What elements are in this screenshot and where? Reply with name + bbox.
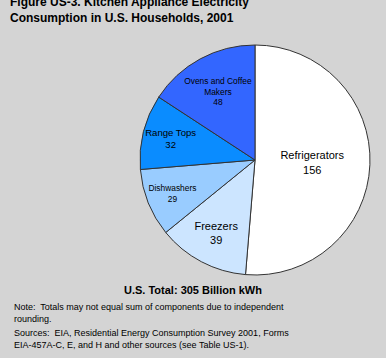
svg-text:Refrigerators156: Refrigerators156 (280, 149, 344, 175)
svg-text:Figure US-3. Kitchen Appliance: Figure US-3. Kitchen Appliance Electrici… (10, 0, 249, 25)
svg-text:Freezers39: Freezers39 (194, 220, 238, 246)
svg-text:Sources: EIA, Residential Ene: Sources: EIA, Residential Energy Consump… (14, 328, 289, 350)
svg-text:U.S. Total: 305 Billion kWh: U.S. Total: 305 Billion kWh (124, 284, 262, 296)
svg-text:Dishwashers29: Dishwashers29 (148, 183, 196, 204)
svg-text:Note: Totals may not equal su: Note: Totals may not equal sum of compon… (14, 302, 284, 324)
svg-text:Range Tops32: Range Tops32 (145, 127, 196, 150)
svg-text:Ovens and CoffeeMakers48: Ovens and CoffeeMakers48 (184, 76, 252, 108)
